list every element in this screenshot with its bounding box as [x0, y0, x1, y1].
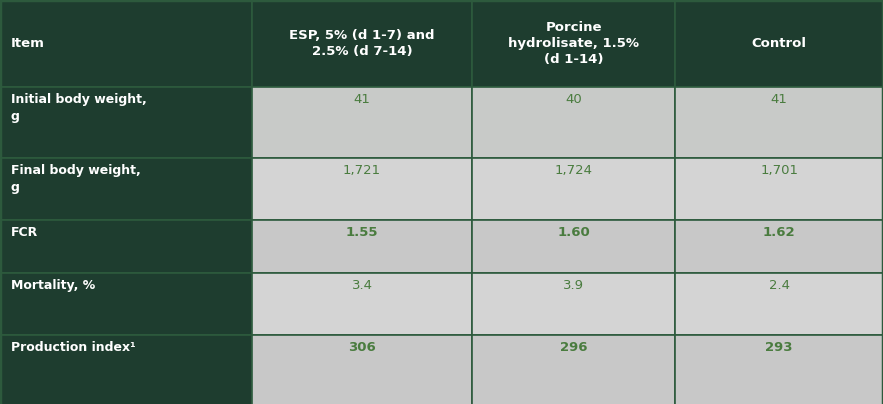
Bar	[0, 158, 252, 220]
Text: 1,721: 1,721	[343, 164, 381, 177]
Bar	[675, 0, 883, 87]
Text: 2.4: 2.4	[769, 279, 789, 292]
Text: 1.62: 1.62	[763, 226, 796, 239]
Bar	[472, 158, 675, 220]
Text: Item: Item	[11, 37, 44, 50]
Text: 306: 306	[348, 341, 376, 354]
Bar	[675, 273, 883, 335]
Bar	[252, 0, 472, 87]
Text: 293: 293	[766, 341, 793, 354]
Text: Initial body weight,
g: Initial body weight, g	[11, 93, 147, 123]
Text: 41: 41	[771, 93, 788, 106]
Text: 1.55: 1.55	[346, 226, 378, 239]
Text: 1,724: 1,724	[555, 164, 593, 177]
Bar	[472, 273, 675, 335]
Bar	[0, 0, 252, 87]
Bar	[472, 335, 675, 404]
Bar	[472, 220, 675, 273]
Bar	[472, 87, 675, 158]
Text: 3.4: 3.4	[351, 279, 373, 292]
Text: Final body weight,
g: Final body weight, g	[11, 164, 140, 194]
Bar	[252, 273, 472, 335]
Text: FCR: FCR	[11, 226, 38, 239]
Text: 40: 40	[566, 93, 582, 106]
Text: Control: Control	[751, 37, 807, 50]
Bar	[252, 158, 472, 220]
Bar	[675, 335, 883, 404]
Bar	[0, 273, 252, 335]
Text: ESP, 5% (d 1-7) and
2.5% (d 7-14): ESP, 5% (d 1-7) and 2.5% (d 7-14)	[290, 29, 434, 58]
Bar	[0, 87, 252, 158]
Bar	[472, 0, 675, 87]
Bar	[252, 335, 472, 404]
Bar	[0, 335, 252, 404]
Bar	[675, 158, 883, 220]
Bar	[0, 220, 252, 273]
Text: 1.60: 1.60	[557, 226, 591, 239]
Bar	[252, 87, 472, 158]
Text: Mortality, %: Mortality, %	[11, 279, 94, 292]
Text: 1,701: 1,701	[760, 164, 798, 177]
Text: Porcine
hydrolisate, 1.5%
(d 1-14): Porcine hydrolisate, 1.5% (d 1-14)	[509, 21, 639, 66]
Text: Production index¹: Production index¹	[11, 341, 135, 354]
Text: 41: 41	[353, 93, 371, 106]
Text: 296: 296	[560, 341, 588, 354]
Bar	[675, 220, 883, 273]
Text: 3.9: 3.9	[563, 279, 585, 292]
Bar	[675, 87, 883, 158]
Bar	[252, 220, 472, 273]
